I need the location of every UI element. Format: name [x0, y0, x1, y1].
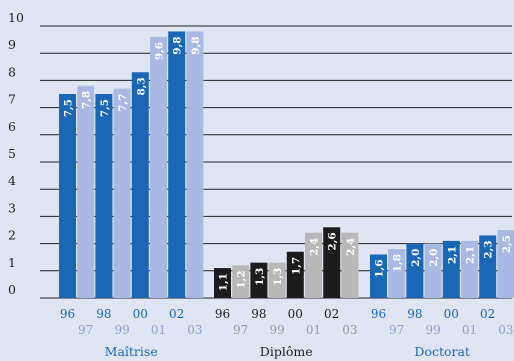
x-year-label-diplome-02: 02	[324, 307, 339, 321]
x-year-label-doctorat-02: 02	[480, 307, 495, 321]
data-label-doctorat-00: 2,1	[446, 246, 458, 264]
bar-maitrise-02	[168, 31, 186, 298]
data-label-maitrise-96: 7,5	[63, 99, 75, 117]
y-tick-label: 3	[8, 200, 16, 215]
bar-maitrise-00	[131, 72, 149, 299]
bar-maitrise-98	[95, 94, 113, 298]
bar-doctorat-96	[370, 254, 387, 298]
bar-maitrise-97	[77, 85, 95, 298]
x-year-label-diplome-97: 97	[233, 323, 248, 337]
data-label-maitrise-01: 9,6	[154, 42, 166, 60]
x-year-label-diplome-96: 96	[215, 307, 230, 321]
data-label-diplome-98: 1,3	[254, 268, 266, 286]
bar-diplome-01	[305, 232, 322, 298]
x-year-label-doctorat-00: 00	[444, 307, 459, 321]
group-label-diplome: Diplôme	[260, 344, 313, 359]
group-labels: Maîtrise Diplôme Doctorat	[105, 344, 470, 359]
data-label-doctorat-97: 1,8	[392, 254, 404, 272]
data-labels: 7,5 7,8 7,5 7,7 8,3 9,6 9,8 9,8 1,1 1,2 1,3 1,3 1,7 2…	[63, 36, 513, 291]
data-label-maitrise-00: 8,3	[135, 77, 147, 95]
y-tick-label: 2	[8, 228, 16, 243]
y-tick-label: 9	[8, 37, 16, 52]
y-tick-label: 5	[8, 146, 16, 161]
x-axis-year-labels: 9697989900010203969798990001020396979899…	[60, 307, 514, 337]
data-label-diplome-03: 2,4	[345, 238, 357, 256]
x-year-label-maitrise-98: 98	[96, 307, 111, 321]
bars	[59, 31, 514, 299]
bar-diplome-02	[323, 227, 341, 298]
x-year-label-maitrise-00: 00	[133, 307, 148, 321]
data-label-maitrise-97: 7,8	[81, 91, 93, 109]
bar-diplome-99	[268, 262, 286, 298]
x-year-label-diplome-03: 03	[342, 323, 357, 337]
data-label-diplome-97: 1,2	[236, 270, 248, 288]
x-year-label-maitrise-03: 03	[187, 323, 202, 337]
x-year-label-doctorat-03: 03	[498, 323, 513, 337]
data-label-doctorat-99: 2,0	[428, 249, 440, 267]
data-label-diplome-00: 1,7	[290, 257, 302, 275]
group-label-doctorat: Doctorat	[414, 344, 470, 359]
x-year-label-doctorat-99: 99	[425, 323, 440, 337]
bar-maitrise-03	[186, 31, 204, 298]
y-tick-label: 8	[8, 64, 16, 79]
bar-maitrise-96	[59, 94, 76, 298]
bar-doctorat-98	[406, 243, 424, 298]
y-tick-label: 1	[8, 255, 16, 270]
x-year-label-maitrise-01: 01	[151, 323, 166, 337]
data-label-maitrise-99: 7,7	[117, 94, 129, 112]
y-tick-label: 7	[8, 92, 16, 107]
data-label-diplome-96: 1,1	[218, 273, 230, 291]
y-tick-label: 0	[8, 282, 16, 297]
data-label-doctorat-01: 2,1	[465, 246, 477, 264]
x-year-label-diplome-99: 99	[269, 323, 284, 337]
y-axis-ticks: 0 1 2 3 4 5 6 7 8 9 10	[8, 10, 24, 297]
data-label-maitrise-03: 9,8	[190, 36, 202, 54]
y-tick-label: 10	[8, 10, 24, 25]
data-label-doctorat-03: 2,5	[501, 235, 513, 253]
bar-doctorat-97	[388, 249, 406, 298]
data-label-doctorat-98: 2,0	[410, 249, 422, 267]
bar-doctorat-01	[461, 240, 478, 298]
data-label-diplome-99: 1,3	[272, 268, 284, 286]
data-label-diplome-01: 2,4	[309, 238, 321, 256]
x-year-label-maitrise-02: 02	[169, 307, 184, 321]
x-year-label-maitrise-97: 97	[78, 323, 93, 337]
data-label-doctorat-02: 2,3	[483, 240, 495, 258]
data-label-diplome-02: 2,6	[327, 232, 339, 250]
bar-doctorat-02	[479, 235, 497, 298]
bar-diplome-96	[214, 268, 231, 298]
data-label-doctorat-96: 1,6	[374, 259, 386, 277]
bar-maitrise-01	[150, 36, 167, 298]
bar-maitrise-99	[113, 88, 131, 298]
bar-doctorat-03	[497, 230, 514, 298]
bar-diplome-98	[250, 262, 268, 298]
x-year-label-diplome-00: 00	[288, 307, 303, 321]
bar-diplome-03	[341, 232, 359, 298]
x-year-label-doctorat-96: 96	[371, 307, 386, 321]
x-year-label-doctorat-98: 98	[407, 307, 422, 321]
data-label-maitrise-98: 7,5	[99, 99, 111, 117]
bar-diplome-97	[232, 265, 250, 298]
x-year-label-maitrise-96: 96	[60, 307, 75, 321]
x-year-label-doctorat-97: 97	[389, 323, 404, 337]
y-tick-label: 4	[8, 173, 16, 188]
bar-doctorat-99	[424, 243, 442, 298]
bar-doctorat-00	[442, 240, 460, 298]
x-year-label-doctorat-01: 01	[462, 323, 477, 337]
x-year-label-maitrise-99: 99	[114, 323, 129, 337]
bar-diplome-00	[286, 251, 304, 298]
x-year-label-diplome-01: 01	[306, 323, 321, 337]
data-label-maitrise-02: 9,8	[172, 36, 184, 54]
x-year-label-diplome-98: 98	[251, 307, 266, 321]
group-label-maitrise: Maîtrise	[105, 344, 158, 359]
y-tick-label: 6	[8, 119, 16, 134]
